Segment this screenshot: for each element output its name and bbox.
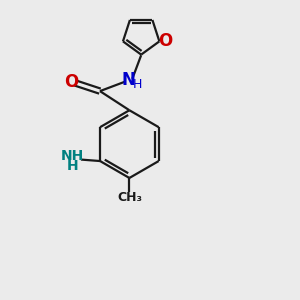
Text: H: H — [67, 159, 79, 173]
Text: N: N — [122, 71, 135, 89]
Text: NH: NH — [61, 149, 84, 163]
Text: O: O — [64, 73, 79, 91]
Text: CH₃: CH₃ — [117, 191, 142, 205]
Text: H: H — [133, 77, 142, 91]
Text: O: O — [158, 32, 172, 50]
